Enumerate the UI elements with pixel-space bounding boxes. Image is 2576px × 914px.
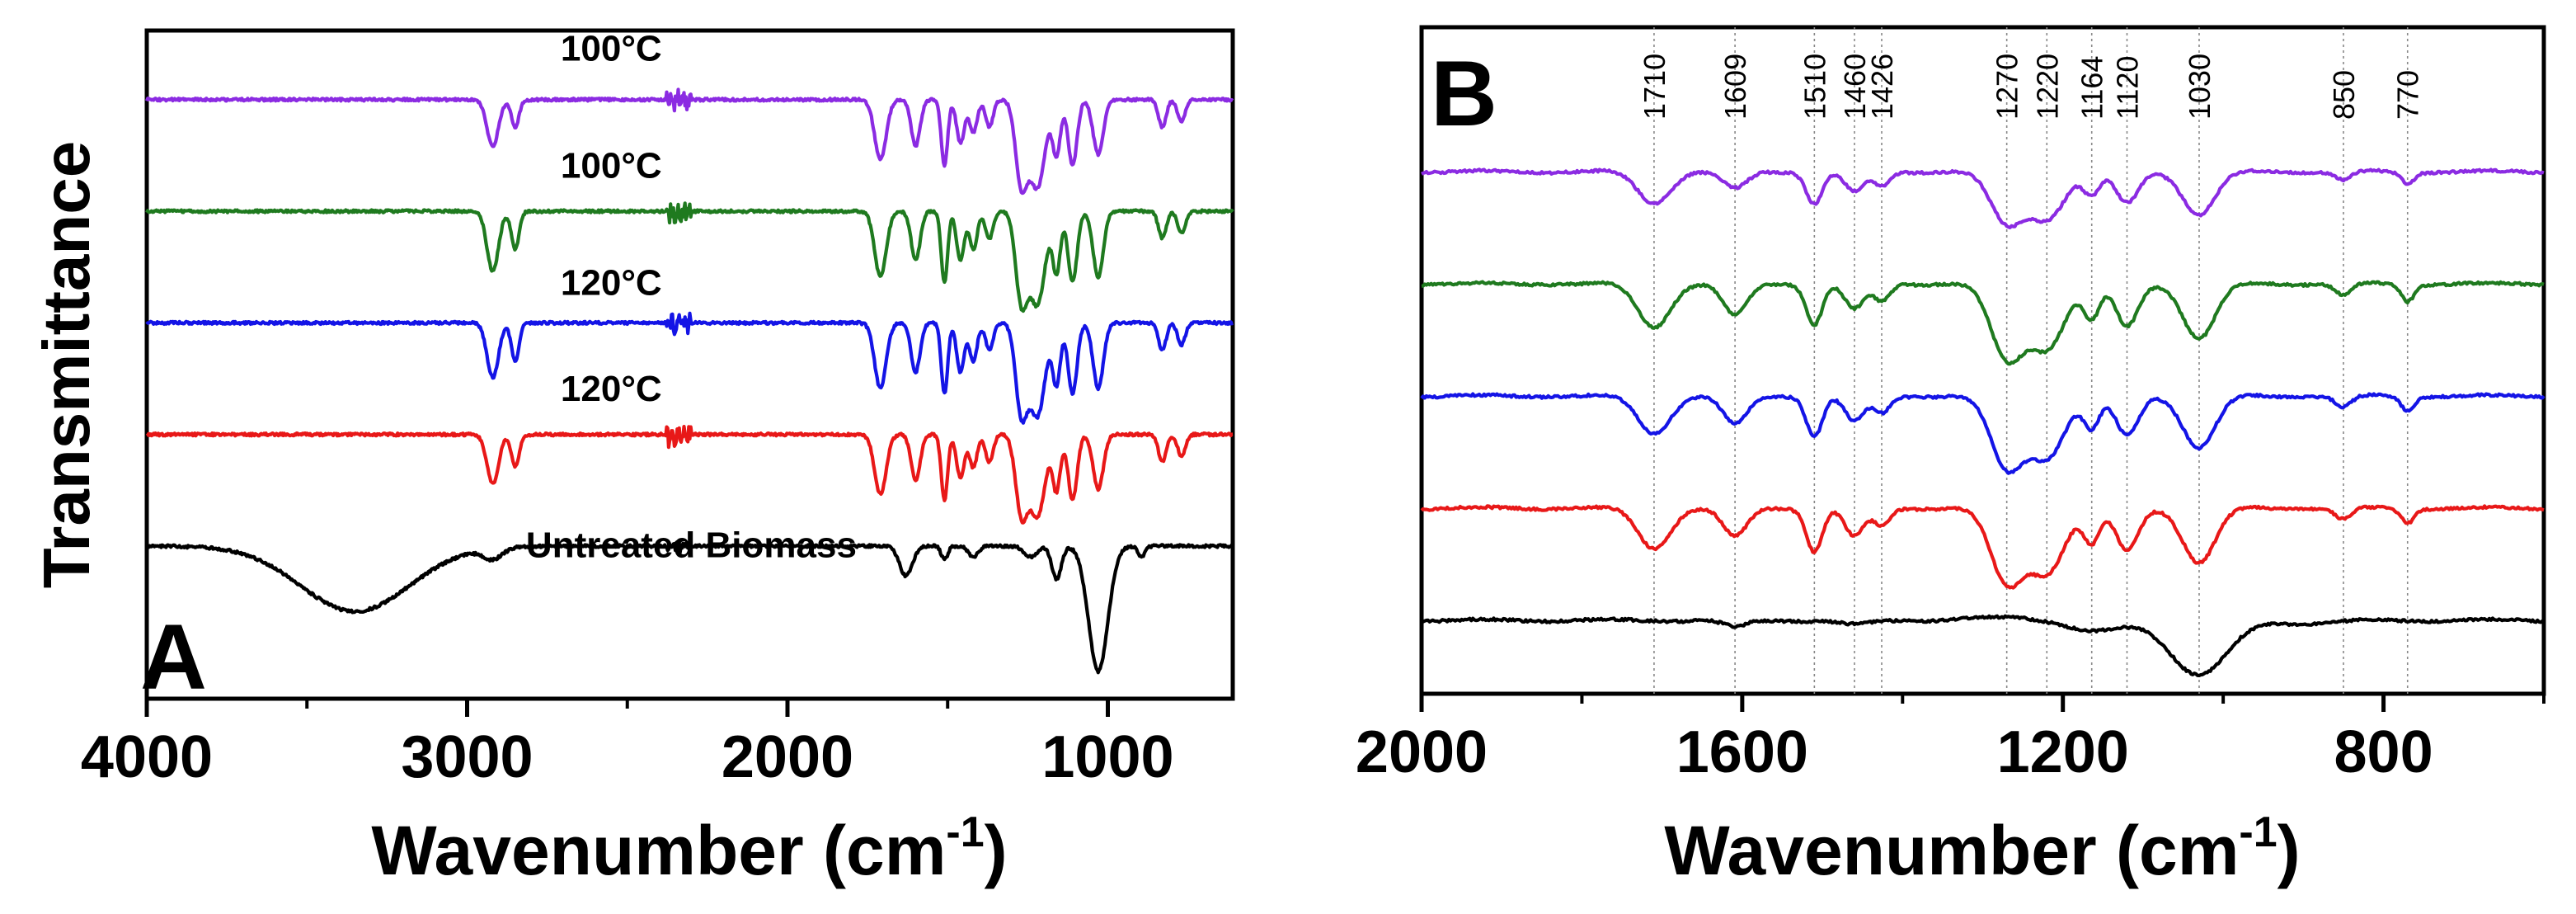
x-tick-label-3000: 3000 [401,724,533,790]
peak-label-1120: 1120 [2110,56,2144,120]
series-line-2-100-c [145,201,1234,313]
panel-b-frame [1419,25,2546,696]
peak-label-1164: 1164 [2075,56,2109,120]
panel-a-frame [144,28,1235,701]
panel-a-letter: A [140,605,207,709]
series-line-1-100-c [145,87,1234,196]
series-line-5-untreated-biomass [1420,614,2545,677]
x-tick-label-2000: 2000 [1356,719,1488,785]
panel-a-x-axis-title: Wavenumber (cm-1) [371,808,1007,889]
panel-b-x-ticks: 2000 1600 1200 800 [1356,694,2545,785]
x-tick-label-4000: 4000 [81,724,213,790]
series-line-2-100-c [1421,280,2545,366]
panel-a-x-ticks: 4000 3000 2000 1000 [81,699,1174,790]
series-line-1-100-c [1421,167,2545,229]
peak-label-1460: 1460 [1838,54,1872,120]
peak-label-770: 770 [2391,70,2425,120]
series-line-4-120-c [145,425,1234,525]
peak-label-1609: 1609 [1718,54,1752,120]
peak-label-1220: 1220 [2030,54,2064,120]
panel-a-trace-labels: 100°C 100°C 120°C 120°C Untreated Biomass [526,28,857,565]
peak-label-1710: 1710 [1638,54,1671,120]
series-line-5-untreated-biomass [146,539,1234,675]
x-tick-label-2000: 2000 [722,724,853,790]
panel-b-x-axis-title-main: Wavenumber (cm [1664,812,2239,889]
panel-b-letter: B [1431,42,1497,145]
x-tick-label-1000: 1000 [1041,724,1173,790]
x-tick-label-800: 800 [2334,719,2433,785]
trace-label-3: 120°C [561,263,662,304]
trace-label-1: 100°C [561,28,662,68]
peak-label-850: 850 [2327,70,2361,120]
series-line-3-120-c [1420,392,2545,475]
panel-a-traces [145,87,1234,675]
panel-a-x-axis-title-sup: -1 [946,808,984,856]
trace-label-5: Untreated Biomass [526,525,857,566]
series-line-4-120-c [1420,504,2545,590]
panel-b-x-axis-title-close: ) [2278,812,2301,889]
series-line-3-120-c [145,311,1234,425]
trace-label-2: 100°C [561,146,662,186]
panel-a-y-axis-title: Transmittance [30,141,103,588]
panel-b-x-axis-title-sup: -1 [2239,808,2277,856]
panel-a: 100°C 100°C 120°C 120°C Untreated Biomass 40… [30,28,1235,889]
panel-a-x-axis-title-main: Wavenumber (cm [371,812,946,889]
peak-label-1030: 1030 [2183,54,2216,120]
trace-label-4: 120°C [561,369,662,409]
panel-b-x-axis-title: Wavenumber (cm-1) [1664,808,2300,889]
panel-a-x-axis-title-close: ) [985,812,1008,889]
peak-label-1426: 1426 [1865,54,1899,120]
panel-b-traces [1420,167,2545,677]
x-tick-label-1600: 1600 [1676,719,1808,785]
x-tick-label-1200: 1200 [1997,719,2129,785]
peak-label-1510: 1510 [1798,54,1831,120]
peak-label-1270: 1270 [1991,54,2024,120]
